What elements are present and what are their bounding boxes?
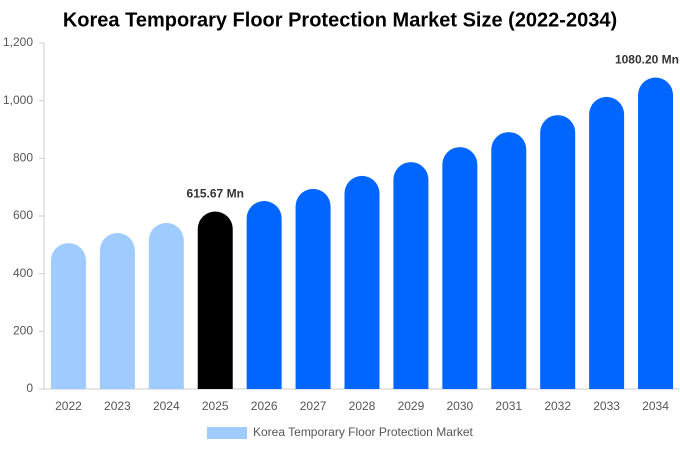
bar [540, 115, 576, 390]
bar [491, 132, 527, 389]
bar [148, 222, 184, 389]
bar [295, 188, 331, 389]
x-tick-label: 2025 [202, 399, 229, 413]
y-tick-label: 400 [13, 266, 33, 280]
x-tick-label: 2023 [104, 399, 131, 413]
x-tick-label: 2033 [593, 399, 620, 413]
value-label: 615.67 Mn [187, 187, 244, 201]
y-tick-label: 0 [26, 381, 33, 395]
x-tick-label: 2022 [55, 399, 82, 413]
y-tick-label: 800 [13, 151, 33, 165]
bar [99, 233, 135, 389]
bar [197, 211, 233, 389]
y-tick-label: 200 [13, 324, 33, 338]
x-tick-label: 2029 [398, 399, 425, 413]
chart-title: Korea Temporary Floor Protection Market … [63, 9, 617, 31]
x-tick-label: 2024 [153, 399, 180, 413]
x-tick-label: 2034 [642, 399, 669, 413]
bar [50, 243, 86, 389]
x-tick-label: 2027 [300, 399, 327, 413]
bar [638, 77, 674, 390]
x-tick-label: 2032 [544, 399, 571, 413]
x-tick-label: 2031 [495, 399, 522, 413]
bar [589, 96, 625, 390]
value-label: 1080.20 Mn [615, 53, 679, 67]
bar [442, 147, 478, 389]
legend-swatch [207, 427, 247, 439]
bar [393, 162, 429, 389]
y-tick-label: 1,000 [3, 93, 33, 107]
y-tick-label: 1,200 [3, 35, 33, 49]
x-tick-label: 2030 [446, 399, 473, 413]
y-tick-label: 600 [13, 208, 33, 222]
bar [344, 175, 380, 389]
x-tick-label: 2026 [251, 399, 278, 413]
x-tick-label: 2028 [349, 399, 376, 413]
bar [246, 201, 282, 389]
legend-label: Korea Temporary Floor Protection Market [253, 425, 474, 439]
